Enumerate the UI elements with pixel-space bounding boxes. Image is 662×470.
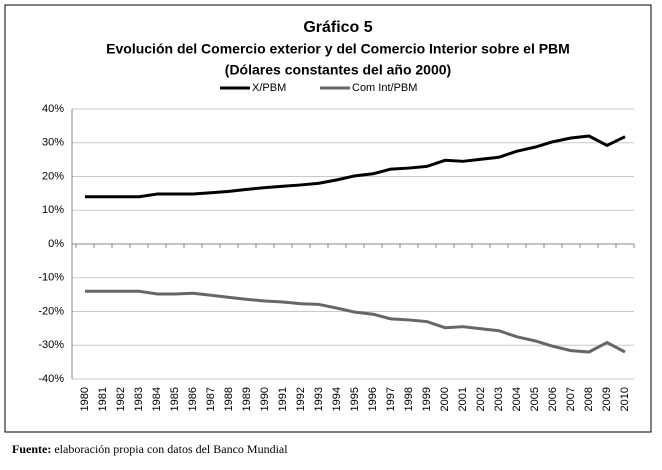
- x-tick-label: 1982: [115, 387, 127, 411]
- x-tick-label: 1988: [223, 387, 235, 411]
- x-tick-label: 2006: [547, 387, 559, 411]
- x-tick-label: 1983: [133, 387, 145, 411]
- x-tick-label: 1980: [79, 387, 91, 411]
- x-tick-label: 2009: [601, 387, 613, 411]
- y-tick-label: 20%: [42, 170, 64, 182]
- y-tick-label: 30%: [42, 137, 64, 149]
- x-tick-label: 1996: [367, 387, 379, 411]
- x-tick-label: 1984: [151, 387, 163, 411]
- x-tick-label: 2005: [529, 387, 541, 411]
- x-tick-label: 1991: [277, 387, 289, 411]
- x-tick-label: 2003: [493, 387, 505, 411]
- x-tick-label: 1981: [97, 387, 109, 411]
- y-tick-label: 0%: [48, 238, 64, 250]
- y-tick-label: 40%: [42, 103, 64, 115]
- x-tick-label: 1993: [313, 387, 325, 411]
- y-tick-label: -30%: [38, 339, 64, 351]
- x-tick-label: 1992: [295, 387, 307, 411]
- frame: [4, 4, 652, 433]
- x-tick-label: 1986: [187, 387, 199, 411]
- legend-label: X/PBM: [252, 82, 286, 94]
- series-line: [85, 134, 626, 199]
- x-tick-label: 2002: [475, 387, 487, 411]
- footnote-label: Fuente:: [12, 442, 51, 456]
- x-tick-label: 1997: [385, 387, 397, 411]
- series-line: [85, 289, 626, 354]
- chart-title: Gráfico 5: [303, 19, 372, 36]
- y-tick-label: 10%: [42, 204, 64, 216]
- y-tick-label: -10%: [38, 272, 64, 284]
- x-tick-label: 2001: [457, 387, 469, 411]
- x-tick-label: 1995: [349, 387, 361, 411]
- x-tick-label: 1990: [259, 387, 271, 411]
- x-tick-label: 2004: [511, 387, 523, 411]
- x-tick-label: 1998: [403, 387, 415, 411]
- x-tick-label: 1999: [421, 387, 433, 411]
- footnote: Fuente: elaboración propia con datos del…: [12, 442, 288, 456]
- legend-label: Com Int/PBM: [352, 82, 417, 94]
- x-tick-label: 1987: [205, 387, 217, 411]
- chart-subtitle: (Dólares constantes del año 2000): [225, 62, 451, 78]
- chart-subtitle: Evolución del Comercio exterior y del Co…: [106, 41, 570, 57]
- x-tick-label: 2008: [583, 387, 595, 411]
- x-tick-label: 1989: [241, 387, 253, 411]
- footnote-text: elaboración propia con datos del Banco M…: [51, 442, 288, 456]
- x-tick-label: 2007: [565, 387, 577, 411]
- x-tick-label: 1994: [331, 387, 343, 411]
- x-tick-label: 2000: [439, 387, 451, 411]
- x-tick-label: 1985: [169, 387, 181, 411]
- y-tick-label: -40%: [38, 373, 64, 385]
- y-tick-label: -20%: [38, 305, 64, 317]
- x-tick-label: 2010: [619, 387, 631, 411]
